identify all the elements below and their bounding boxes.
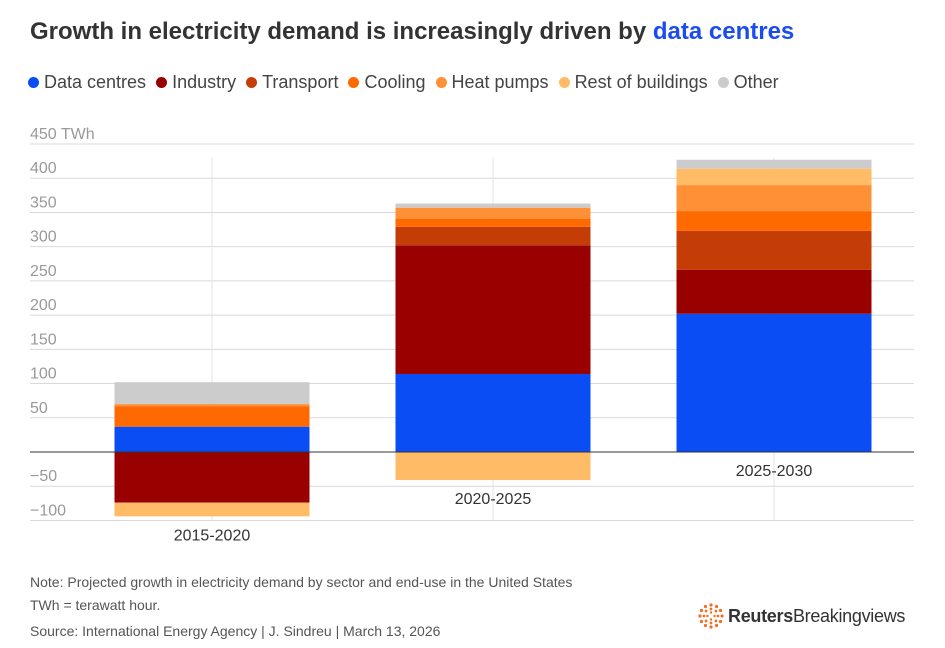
legend-item: Data centres [28,72,146,93]
bar-segment [114,382,310,405]
logo-dot [714,604,719,609]
y-tick-label: 300 [30,229,57,246]
bar-segment [676,211,872,231]
logo-dot [703,604,708,609]
legend-label: Heat pumps [451,72,549,92]
legend-item: Transport [246,72,338,93]
legend-item: Rest of buildings [558,72,708,93]
bar-segment [395,207,591,219]
chart-title-highlight: data centres [652,18,795,45]
reuters-logo-icon [698,603,724,629]
logo-dot [713,614,716,618]
legend-label: Industry [172,72,237,92]
logo-dot [709,618,713,621]
logo-dot [714,619,718,623]
logo-dot [709,607,713,611]
logo-dot [720,614,724,618]
bar-segment [114,452,310,503]
legend-swatch [348,77,360,88]
bar-segment [395,452,591,481]
logo-dot [709,621,713,625]
legend-item: Other [717,72,779,93]
reuters-breakingviews-logo: Reuters Breakingviews [698,603,905,629]
legend-item: Industry [156,72,236,93]
y-tick-label: −50 [30,468,57,485]
logo-dot [699,619,704,624]
y-tick-label: −100 [30,502,66,519]
legend-label: Rest of buildings [574,72,708,92]
x-category-label: 2015-2020 [174,527,251,544]
legend-swatch [246,77,258,88]
logo-dot [709,603,713,607]
unit-note: TWh = terawatt hour. [30,597,161,613]
legend: Data centres Industry Transport Cooling Heat… [28,72,789,93]
legend-swatch [558,77,570,88]
note-text: Note: Projected growth in electricity de… [30,574,573,590]
legend-swatch [435,77,447,88]
x-category-label: 2020-2025 [455,491,532,508]
logo-dot [703,623,708,628]
logo-word-breakingviews: Breakingviews [792,605,906,626]
logo-dot [699,608,704,613]
bar-segment [395,203,591,208]
logo-word-reuters: Reuters [728,605,793,626]
legend-label: Data centres [44,72,147,92]
bar-segment [395,373,591,452]
bar-segment [676,269,872,314]
stacked-bar-chart: −100 −50 50 100 150 200 250 300 350 400 450 TWh 201… [30,126,914,544]
bar-segment [395,245,591,374]
bar-segment [676,185,872,212]
y-tick-label: 150 [30,331,57,348]
legend-swatch [717,77,729,88]
bar-segment [676,230,872,270]
bar-segment [395,226,591,246]
y-tick-label: 400 [30,160,57,177]
logo-dot [698,614,702,618]
x-category-label: 2025-2030 [736,463,813,480]
bar-segment [676,168,872,186]
logo-dot [704,609,708,613]
logo-dot [714,609,718,613]
bar-segment [114,406,310,427]
legend-item: Cooling [348,72,426,93]
legend-label: Transport [262,72,339,92]
bar-segment [676,159,872,169]
chart-title-prefix: Growth in electricity demand is increasi… [30,18,647,45]
logo-dot [714,623,719,628]
logo-dot [718,619,723,624]
bar-segment [114,404,310,407]
logo-dot [716,614,720,618]
legend-item: Heat pumps [435,72,549,93]
logo-dot [706,614,709,618]
y-tick-label: 250 [30,263,57,280]
y-tick-label: 100 [30,366,57,383]
logo-dot [709,611,713,614]
chart-title: Growth in electricity demand is increasi… [30,18,794,46]
bar-segment [114,502,310,517]
y-tick-label: 200 [30,297,57,314]
logo-dot [702,614,706,618]
bar-segment [395,218,591,227]
logo-dot [704,619,708,623]
y-tick-label: 50 [30,400,48,417]
y-tick-label: 450 TWh [30,126,95,143]
logo-dot [709,625,713,629]
logo-dot [718,608,723,613]
legend-label: Cooling [364,72,426,92]
legend-swatch [156,77,168,88]
bar-segment [676,313,872,452]
legend-label: Other [733,72,779,92]
source-text: Source: International Energy Agency | J.… [30,623,441,639]
bar-segment [114,426,310,452]
y-tick-label: 350 [30,194,57,211]
legend-swatch [28,77,39,88]
